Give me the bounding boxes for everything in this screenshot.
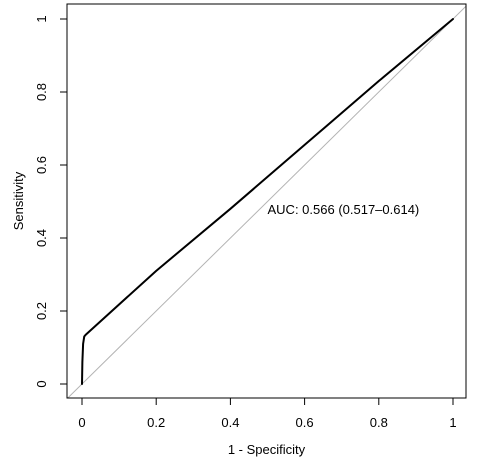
x-tick-label: 0 [78,415,85,430]
x-tick-label: 0.2 [147,415,165,430]
x-tick-label: 0.8 [370,415,388,430]
y-axis-title: Sensitivity [11,171,26,230]
x-tick-label: 0.4 [221,415,239,430]
auc-annotation: AUC: 0.566 (0.517–0.614) [268,202,420,217]
y-tick-label: 0 [34,380,49,387]
y-tick-label: 0.6 [34,156,49,174]
y-tick-label: 0.2 [34,302,49,320]
roc-curve-line [81,18,454,385]
y-tick-label: 0.4 [34,229,49,247]
reference-diagonal-line [67,5,466,398]
plot-frame [66,3,467,399]
x-tick-label: 1 [449,415,456,430]
x-tick-label: 0.6 [296,415,314,430]
y-tick-label: 0.8 [34,83,49,101]
x-axis-title: 1 - Specificity [228,442,306,457]
y-tick-label: 1 [34,15,49,22]
